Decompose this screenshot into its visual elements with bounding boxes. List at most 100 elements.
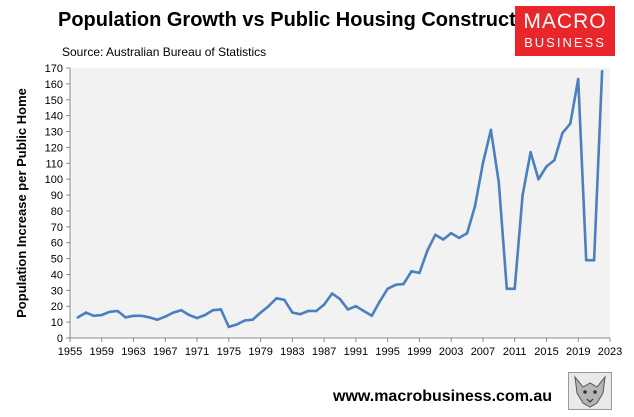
website-url[interactable]: www.macrobusiness.com.au [333,388,553,405]
x-tick-label: 2003 [439,346,463,358]
y-tick-label: 70 [51,222,63,234]
y-tick-label: 10 [51,317,63,329]
data-point [529,150,532,154]
y-tick-label: 40 [51,269,63,281]
x-tick-label: 2019 [566,346,590,358]
data-point [537,177,540,181]
y-tick-label: 100 [45,174,63,186]
data-point [100,313,104,317]
data-point [211,308,215,312]
data-point [251,318,254,322]
y-tick-label: 50 [51,254,63,266]
data-point [434,233,437,237]
data-point [346,308,350,311]
logo-line-business: BUSINESS [524,35,606,50]
x-axis: 1955 1959 1963 1967 1971 1975 1979 1983 1987 1991… [58,338,622,358]
x-tick-label: 2007 [471,346,495,358]
data-point [449,231,453,235]
data-point [187,313,191,317]
data-point [314,309,318,313]
y-tick-label: 110 [45,158,63,170]
data-point [76,316,80,319]
data-point [243,319,246,322]
data-point [600,69,604,73]
x-tick-label: 2011 [503,346,527,358]
data-point [386,287,389,291]
y-tick-label: 60 [51,238,63,250]
data-point [497,181,501,184]
y-axis: 0 10 20 30 40 50 60 70 80 90 100 110 120 130 140 150 160… [45,63,70,345]
data-point [457,236,461,240]
y-tick-label: 170 [45,63,63,75]
data-point [592,258,596,262]
y-tick-label: 140 [45,111,63,123]
data-point [489,128,493,132]
data-point [553,158,556,162]
chart-title: Population Growth vs Public Housing Cons… [58,9,546,31]
y-tick-label: 20 [51,301,63,313]
y-tick-label: 80 [51,206,63,218]
data-point [576,77,580,81]
x-tick-label: 2015 [534,346,558,358]
data-point [148,316,151,319]
data-point [164,315,167,318]
data-point [362,309,366,313]
data-point [561,131,564,135]
data-point [370,314,374,318]
y-tick-label: 150 [45,95,63,107]
data-point [267,304,270,308]
data-point [426,249,429,252]
data-point [513,287,516,291]
data-point [402,282,405,286]
data-point [291,311,294,314]
data-point [338,297,342,301]
x-tick-label: 1959 [90,346,114,358]
x-tick-label: 1991 [344,346,368,358]
plot-area [70,68,610,338]
data-point [203,313,207,317]
series-points [76,69,604,329]
data-point [584,258,588,262]
data-point [521,193,524,197]
data-point [473,204,477,208]
data-point [418,271,421,275]
data-point [140,314,143,318]
data-point [92,314,96,318]
data-point [378,300,382,303]
data-point [132,314,135,318]
wolf-logo-icon [568,372,612,410]
data-point [259,311,262,314]
data-point [195,316,199,320]
data-point [283,298,286,302]
x-tick-label: 1987 [312,346,336,358]
data-point [330,292,334,295]
x-tick-label: 1983 [280,346,304,358]
y-tick-label: 30 [51,285,63,297]
data-point [465,231,469,235]
y-tick-label: 120 [45,142,63,154]
data-point [108,310,111,314]
data-point [394,283,397,287]
data-point [441,238,445,241]
logo-line-macro: MACRO [523,10,607,33]
data-point [322,303,326,306]
data-point [505,287,509,291]
y-tick-label: 130 [45,127,63,139]
source-note: Source: Australian Bureau of Statistics [62,45,267,59]
data-point [179,308,183,312]
x-tick-label: 1995 [375,346,399,358]
x-tick-label: 1971 [185,346,209,358]
data-point [124,316,127,319]
x-tick-label: 1975 [217,346,241,358]
data-point [156,318,159,322]
x-tick-label: 2023 [598,346,622,358]
x-tick-label: 1979 [248,346,272,358]
data-point [116,309,119,313]
x-tick-label: 1955 [58,346,82,358]
data-point [219,308,223,311]
x-tick-label: 1999 [407,346,431,358]
y-tick-label: 90 [51,190,63,202]
macrobusiness-logo: MACRO BUSINESS [515,6,615,56]
x-tick-label: 1963 [121,346,145,358]
